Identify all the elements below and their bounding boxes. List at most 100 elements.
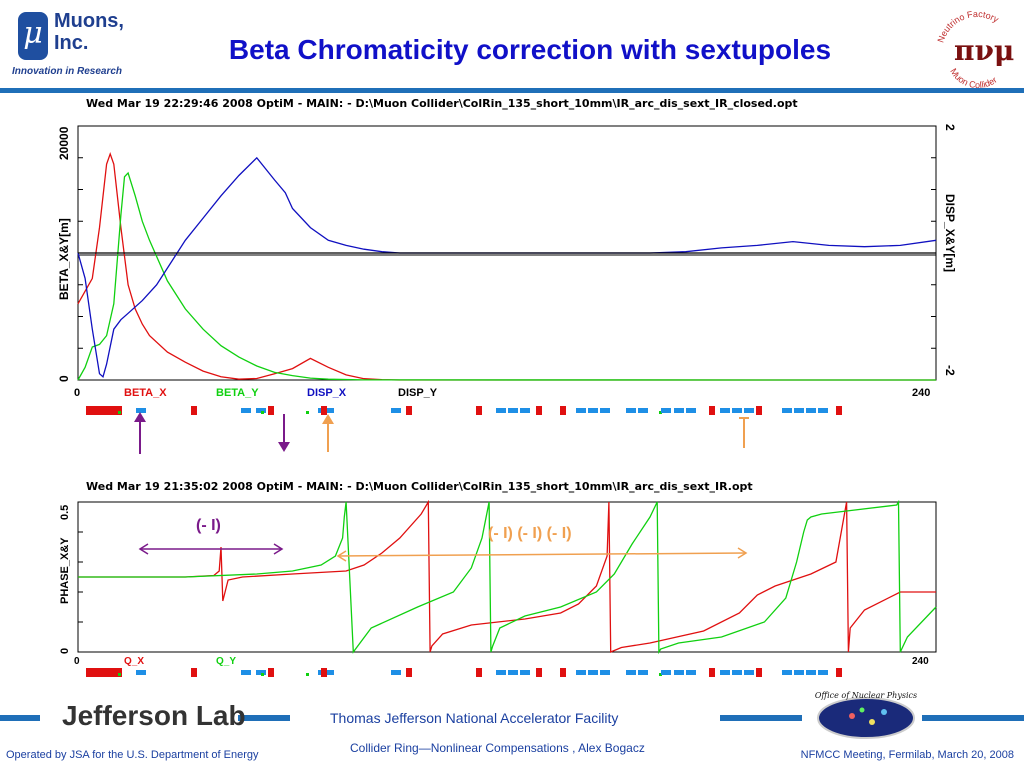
doe-nuclear-physics-logo: Office of Nuclear Physics	[815, 691, 917, 739]
header-divider	[0, 88, 1024, 93]
doe-logo-dot-3	[881, 709, 887, 715]
plot2-lattice-quadrupole	[588, 670, 598, 675]
plot1-lattice-dipole	[476, 406, 482, 415]
plot2-header: Wed Mar 19 21:35:02 2008 OptiM - MAIN: -…	[86, 480, 753, 493]
plot2-span-purple-left-head	[138, 543, 149, 555]
logo-name-line1: Muons,	[54, 10, 124, 32]
plot2-xtick-240: 240	[912, 656, 929, 667]
plot1-lattice	[86, 406, 842, 415]
logo-name-line2: Inc.	[54, 32, 89, 54]
plot2-lattice-sextupole	[659, 673, 662, 676]
muons-logo-icon: μ	[18, 12, 48, 60]
plot2-lattice-quadrupole	[496, 670, 506, 675]
plot1-lattice-quadrupole	[600, 408, 610, 413]
plot1-lattice-dipole	[116, 406, 122, 415]
plot2-lattice-dipole	[536, 668, 542, 677]
plot1-lattice-quadrupole	[241, 408, 251, 413]
plot1-series	[77, 151, 937, 381]
sextupole-arrow-1-head	[134, 412, 146, 422]
plot2-lattice-quadrupole	[626, 670, 636, 675]
plot2-lattice-quadrupole	[744, 670, 754, 675]
plot1-y2label: DISP_X&Y[m]	[943, 194, 956, 272]
plot1-legend-disp-x: DISP_X	[307, 387, 347, 399]
plot1-arrows	[134, 412, 749, 454]
plot1-series-beta-x	[77, 151, 936, 381]
sextupole-arrow-2-head	[278, 442, 290, 452]
plot2-span-orange	[337, 552, 747, 557]
plot2-lattice-quadrupole	[508, 670, 518, 675]
facility-name: Thomas Jefferson National Accelerator Fa…	[330, 710, 619, 726]
plot2-series	[78, 500, 937, 655]
plot1-lattice-quadrupole	[324, 408, 334, 413]
nf-logo-bottom-text: Muon Collider	[948, 67, 998, 88]
beta-dispersion-chart: 0 20000 BETA_X&Y[m] 2 -2 DISP_X&Y[m] 0 2…	[57, 124, 956, 454]
plot1-lattice-dipole	[560, 406, 566, 415]
footer-divider-mid	[238, 715, 290, 721]
plot2-annotation-triple-minus-i: (- I) (- I) (- I)	[488, 525, 572, 542]
plot1-lattice-dipole	[836, 406, 842, 415]
plot2-ticks	[78, 501, 83, 653]
plot2-lattice-quadrupole	[136, 670, 146, 675]
svg-text:Muon Collider: Muon Collider	[948, 67, 998, 88]
plot1-lattice-dipole	[98, 406, 104, 415]
plot2-lattice-quadrupole	[806, 670, 816, 675]
operated-by: Operated by JSA for the U.S. Department …	[6, 749, 259, 761]
plot1-legend-beta-x: BETA_X	[124, 387, 167, 399]
plot2-lattice-dipole	[191, 668, 197, 677]
plot1-series-beta-y	[77, 171, 937, 381]
plot2-lattice-quadrupole	[720, 670, 730, 675]
nf-logo-symbols: πνμ	[954, 34, 1014, 67]
plot2-ytick-0-5: 0.5	[59, 505, 71, 520]
plot1-y2tick-2: 2	[943, 124, 956, 131]
slide-title: Beta Chromaticity correction with sextup…	[228, 34, 832, 65]
plot1-lattice-sextupole	[261, 411, 264, 414]
plot1-lattice-dipole	[110, 406, 116, 415]
plot1-lattice-quadrupole	[686, 408, 696, 413]
plot2-lattice-sextupole	[306, 673, 309, 676]
plot2-lattice-quadrupole	[520, 670, 530, 675]
plot2-lattice-dipole	[406, 668, 412, 677]
plot2-ylabel: PHASE_X&Y	[59, 537, 71, 604]
plot2-span-orange-right-head	[737, 547, 748, 559]
plot1-lattice-quadrupole	[720, 408, 730, 413]
plot1-legend-beta-y: BETA_Y	[216, 387, 259, 399]
plot2-lattice-dipole	[92, 668, 98, 677]
plot2-lattice-quadrupole	[782, 670, 792, 675]
plot1-lattice-dipole	[406, 406, 412, 415]
doe-logo-text: Office of Nuclear Physics	[815, 691, 917, 700]
plot2-lattice-quadrupole	[600, 670, 610, 675]
doe-logo-ellipse	[818, 698, 914, 738]
doe-logo-ring	[817, 697, 915, 739]
plot1-lattice-dipole	[756, 406, 762, 415]
plot1-legend-disp-y: DISP_Y	[398, 387, 438, 399]
plot1-lattice-sextupole	[118, 411, 121, 414]
plot1-lattice-quadrupole	[806, 408, 816, 413]
plot2-lattice-quadrupole	[241, 670, 251, 675]
plot1-lattice-quadrupole	[256, 408, 266, 413]
plot1-lattice-quadrupole	[576, 408, 586, 413]
plot2-lattice-dipole	[110, 668, 116, 677]
plot1-header: Wed Mar 19 22:29:46 2008 OptiM - MAIN: -…	[86, 97, 798, 110]
plot2-lattice-dipole	[560, 668, 566, 677]
plot1-lattice-dipole	[709, 406, 715, 415]
doe-logo-dot-2	[869, 719, 875, 725]
plot2-annotation-single-minus-i: (- I)	[196, 517, 221, 534]
plot2-lattice-dipole	[476, 668, 482, 677]
plot1-series-disp-x	[77, 156, 937, 378]
plot1-ytick-0: 0	[57, 375, 71, 382]
plot1-lattice-quadrupole	[520, 408, 530, 413]
plot1-ytick-20000: 20000	[57, 126, 71, 160]
plot2-series-q-y	[78, 500, 937, 655]
plot2-lattice-quadrupole	[638, 670, 648, 675]
plot2-lattice-dipole	[756, 668, 762, 677]
plot2-lattice-sextupole	[118, 673, 121, 676]
footer-divider-left	[0, 715, 40, 721]
plot1-lattice-sextupole	[306, 411, 309, 414]
plot1-lattice-sextupole	[659, 411, 662, 414]
plot1-lattice-dipole	[321, 406, 327, 415]
plot2-ytick-0: 0	[59, 648, 71, 654]
plot2-lattice-dipole	[98, 668, 104, 677]
plot2-lattice-dipole	[116, 668, 122, 677]
plot2-lattice-quadrupole	[576, 670, 586, 675]
plot1-lattice-quadrupole	[794, 408, 804, 413]
